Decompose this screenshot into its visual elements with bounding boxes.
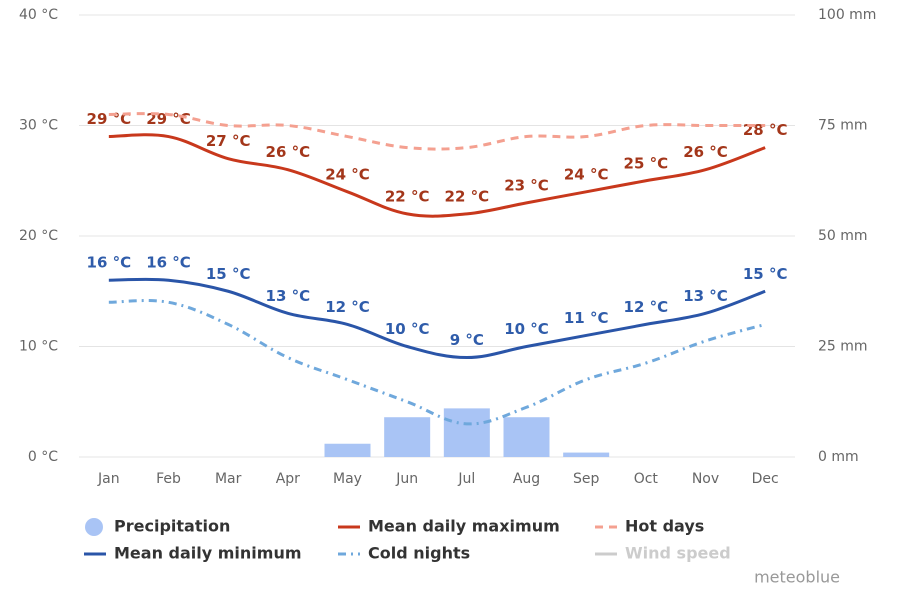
data-label: 10 °C xyxy=(385,320,430,338)
y-tick-label: 10 °C xyxy=(19,339,58,355)
x-tick-label: Sep xyxy=(573,471,600,487)
x-tick-label: Jan xyxy=(97,471,120,487)
data-label: 24 °C xyxy=(325,165,370,183)
bar xyxy=(384,417,431,457)
x-tick-label: Aug xyxy=(513,471,540,487)
data-label: 13 °C xyxy=(683,287,728,305)
data-label: 26 °C xyxy=(266,143,311,161)
bar xyxy=(443,408,490,457)
legend-label[interactable]: Hot days xyxy=(625,517,704,536)
legend-label[interactable]: Wind speed xyxy=(625,544,731,563)
data-label: 12 °C xyxy=(624,298,669,316)
data-label: 22 °C xyxy=(445,187,490,205)
data-label: 25 °C xyxy=(624,154,669,172)
data-label: 13 °C xyxy=(266,287,311,305)
x-tick-label: Jun xyxy=(395,471,418,487)
y2-tick-label: 0 mm xyxy=(818,449,859,465)
x-tick-label: Apr xyxy=(276,471,300,487)
data-label: 24 °C xyxy=(564,165,609,183)
x-tick-label: Mar xyxy=(215,471,242,487)
y-tick-label: 20 °C xyxy=(19,228,58,244)
y2-tick-label: 100 mm xyxy=(818,7,876,23)
data-label: 10 °C xyxy=(504,320,549,338)
line xyxy=(108,112,766,151)
y2-tick-label: 25 mm xyxy=(818,339,868,355)
y2-tick-label: 75 mm xyxy=(818,118,868,134)
y-tick-label: 40 °C xyxy=(19,7,58,23)
y2-tick-label: 50 mm xyxy=(818,228,868,244)
data-label: 15 °C xyxy=(206,265,251,283)
legend-marker xyxy=(85,518,103,536)
x-tick-label: Oct xyxy=(634,471,659,487)
data-label: 12 °C xyxy=(325,298,370,316)
line xyxy=(108,133,766,218)
legend-label[interactable]: Mean daily minimum xyxy=(114,544,302,563)
y-tick-label: 30 °C xyxy=(19,118,58,134)
x-tick-label: Nov xyxy=(692,471,719,487)
y-tick-label: 0 °C xyxy=(28,449,58,465)
legend-label[interactable]: Cold nights xyxy=(368,544,470,563)
data-label: 16 °C xyxy=(146,254,191,272)
x-tick-label: Dec xyxy=(752,471,779,487)
data-label: 29 °C xyxy=(87,110,132,128)
line xyxy=(108,277,766,360)
bar xyxy=(563,452,610,457)
watermark: meteoblue xyxy=(754,568,840,587)
data-label: 11 °C xyxy=(564,309,609,327)
x-tick-label: Feb xyxy=(156,471,181,487)
data-label: 22 °C xyxy=(385,187,430,205)
data-label: 27 °C xyxy=(206,132,251,150)
data-label: 9 °C xyxy=(450,331,484,349)
data-label: 28 °C xyxy=(743,121,788,139)
legend-label[interactable]: Precipitation xyxy=(114,517,230,536)
line xyxy=(108,299,766,426)
bar xyxy=(503,417,550,457)
legend-label[interactable]: Mean daily maximum xyxy=(368,517,560,536)
bar xyxy=(324,443,371,457)
x-tick-label: May xyxy=(333,471,362,487)
data-label: 15 °C xyxy=(743,265,788,283)
data-label: 26 °C xyxy=(683,143,728,161)
data-label: 23 °C xyxy=(504,176,549,194)
x-tick-label: Jul xyxy=(457,471,475,487)
data-label: 16 °C xyxy=(87,254,132,272)
